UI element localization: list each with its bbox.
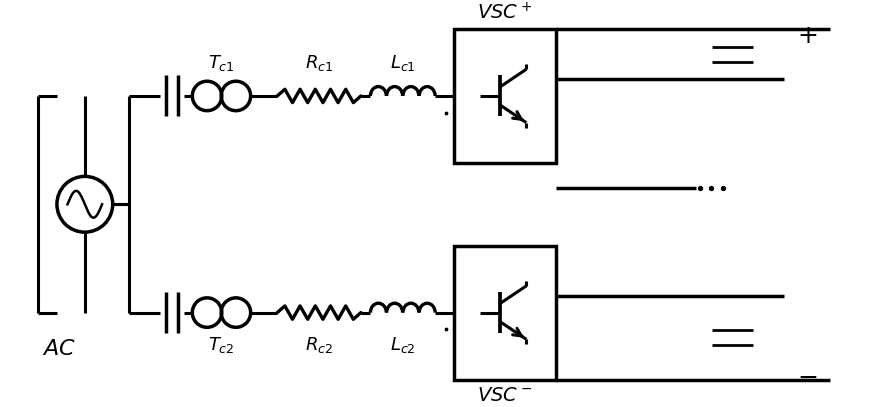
Text: $L_{c1}$: $L_{c1}$ xyxy=(390,53,415,73)
Bar xyxy=(453,29,556,163)
Text: $L_{c2}$: $L_{c2}$ xyxy=(390,335,415,355)
Text: $R_{c1}$: $R_{c1}$ xyxy=(305,53,333,73)
Text: $AC$: $AC$ xyxy=(42,339,76,359)
Text: $-$: $-$ xyxy=(796,365,817,389)
Text: $R_{c2}$: $R_{c2}$ xyxy=(305,335,333,355)
Text: $T_{c1}$: $T_{c1}$ xyxy=(208,53,234,73)
Text: $T_{c2}$: $T_{c2}$ xyxy=(208,335,234,355)
Text: $+$: $+$ xyxy=(796,24,817,48)
Text: $VSC^+$: $VSC^+$ xyxy=(477,2,532,24)
Bar xyxy=(453,246,556,379)
Text: $VSC^-$: $VSC^-$ xyxy=(477,386,532,405)
